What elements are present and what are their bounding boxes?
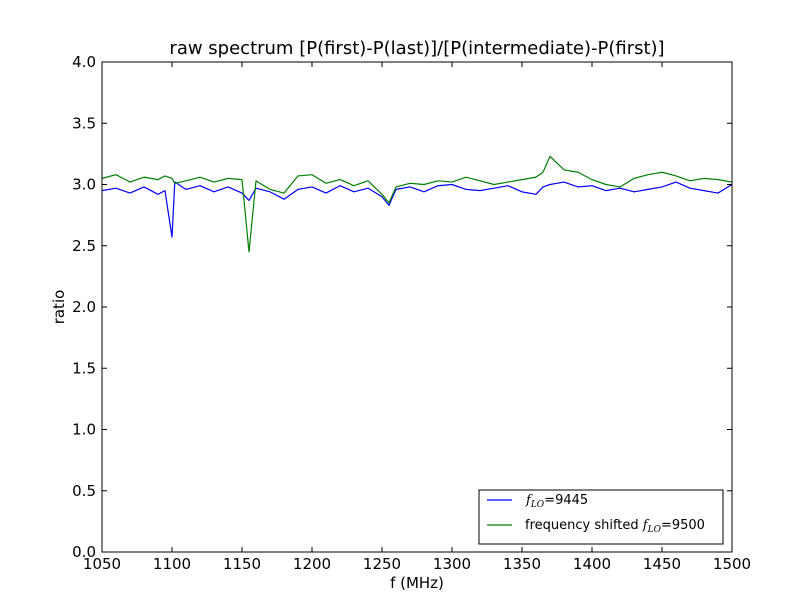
legend-entries: fLO=9445 frequency shifted fLO=9500 <box>487 493 705 535</box>
y-tick-label: 1.0 <box>72 421 96 439</box>
y-tick-label: 3.5 <box>72 114 96 132</box>
legend-box <box>478 489 724 545</box>
x-tick-label: 1500 <box>713 555 751 573</box>
legend: fLO=9445 frequency shifted fLO=9500 <box>478 489 724 545</box>
y-tick-label: 0.0 <box>72 543 96 561</box>
y-tick-label: 3.0 <box>72 176 96 194</box>
chart-title: raw spectrum [P(first)-P(last)]/[P(inter… <box>169 38 664 59</box>
x-axis: 1050 1100 1150 1200 1250 1300 1350 1400 1450 1500 <box>83 62 751 573</box>
series-layer <box>101 155 733 253</box>
x-tick-label: 1250 <box>363 555 401 573</box>
y-tick-label: 1.5 <box>72 359 96 377</box>
legend-entry-label: fLO=9445 <box>525 493 588 510</box>
x-tick-label: 1300 <box>433 555 471 573</box>
y-tick-label: 2.0 <box>72 298 96 316</box>
y-tick-label: 0.5 <box>72 482 96 500</box>
y-axis-label: ratio <box>50 290 68 325</box>
x-tick-label: 1100 <box>153 555 191 573</box>
y-tick-label: 2.5 <box>72 237 96 255</box>
y-tick-label: 4.0 <box>72 53 96 71</box>
series-line-2 <box>101 155 733 253</box>
x-tick-label: 1400 <box>573 555 611 573</box>
x-tick-label: 1450 <box>643 555 681 573</box>
y-axis: 0.0 0.5 1.0 1.5 2.0 2.5 3.0 3.5 4.0 <box>72 53 732 561</box>
series-line-1 <box>101 181 733 238</box>
x-tick-label: 1150 <box>223 555 261 573</box>
x-axis-label: f (MHz) <box>390 574 444 592</box>
x-tick-label: 1200 <box>293 555 331 573</box>
legend-entry-label: frequency shifted fLO=9500 <box>525 518 705 535</box>
x-tick-label: 1050 <box>83 555 121 573</box>
plot-area <box>102 62 732 552</box>
x-tick-label: 1350 <box>503 555 541 573</box>
